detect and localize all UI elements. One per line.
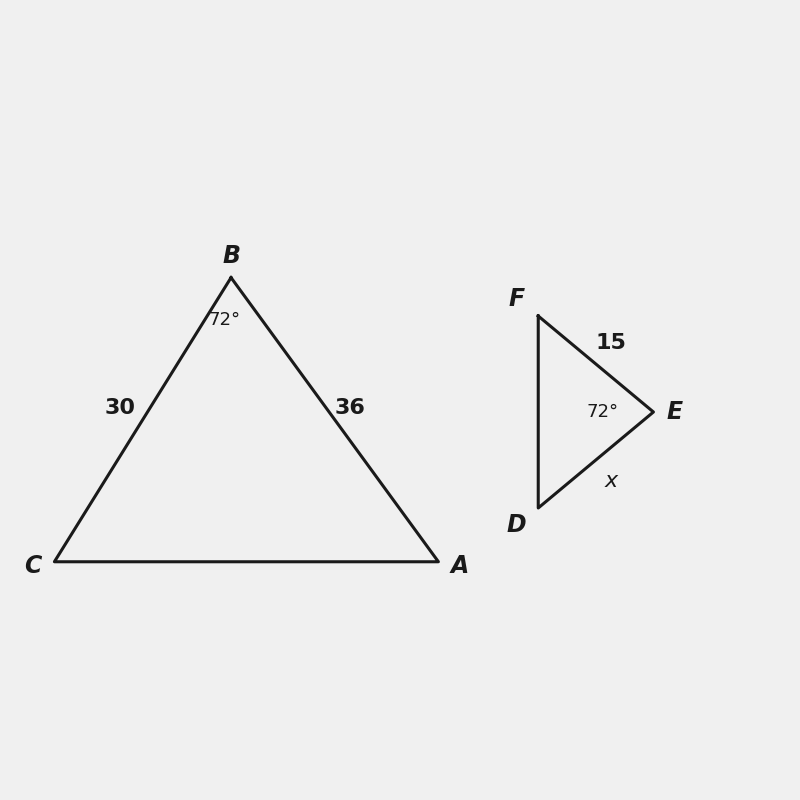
Text: 72°: 72° <box>586 403 619 421</box>
Text: 30: 30 <box>104 398 135 418</box>
Text: 72°: 72° <box>209 311 241 329</box>
Text: C: C <box>24 554 42 578</box>
Text: 15: 15 <box>596 333 626 353</box>
Text: D: D <box>507 513 526 537</box>
Text: F: F <box>509 287 525 311</box>
Text: A: A <box>450 554 469 578</box>
Text: E: E <box>667 400 683 424</box>
Text: B: B <box>222 244 240 268</box>
Text: 36: 36 <box>334 398 366 418</box>
Text: x: x <box>605 471 618 491</box>
